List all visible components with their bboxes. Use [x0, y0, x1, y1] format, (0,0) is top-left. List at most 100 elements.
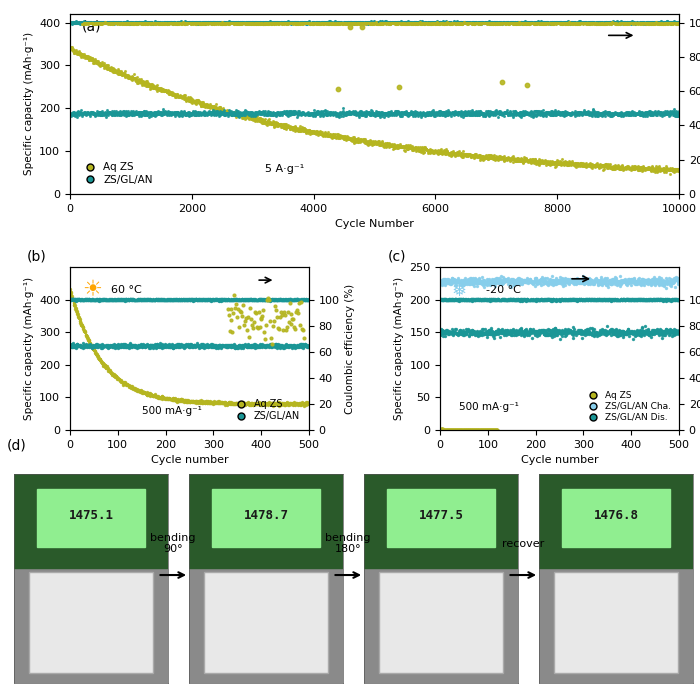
Point [176, 395, 187, 406]
Point [127, 339, 138, 351]
Point [302, 17, 314, 29]
Point [447, 327, 458, 338]
Point [557, 18, 568, 29]
Point [599, 17, 610, 29]
Point [592, 294, 603, 305]
Point [162, 340, 173, 351]
Point [552, 275, 564, 286]
Point [273, 118, 284, 130]
Point [525, 17, 536, 28]
Point [276, 293, 287, 305]
Point [449, 17, 460, 29]
Point [192, 397, 203, 408]
Point [66, 43, 78, 54]
Point [353, 17, 364, 29]
Point [458, 17, 469, 28]
Point [449, 424, 460, 436]
Point [650, 165, 661, 176]
Point [141, 389, 152, 400]
Point [636, 16, 647, 27]
Point [498, 17, 509, 28]
Point [156, 294, 167, 305]
Point [133, 75, 144, 86]
Point [279, 123, 290, 134]
Point [253, 114, 265, 125]
Point [450, 105, 461, 116]
Point [618, 294, 629, 305]
Point [421, 17, 433, 29]
Point [239, 17, 250, 29]
Point [589, 107, 600, 118]
Point [194, 17, 205, 29]
Point [576, 17, 587, 29]
Point [643, 18, 655, 29]
Point [519, 294, 530, 305]
Point [293, 294, 304, 305]
Point [103, 18, 114, 29]
Point [78, 323, 89, 335]
Point [140, 18, 151, 29]
Point [588, 277, 599, 289]
Point [211, 17, 223, 29]
Point [589, 105, 600, 116]
Point [648, 17, 659, 28]
Point [106, 340, 117, 351]
Point [638, 161, 649, 172]
Point [128, 109, 139, 121]
Point [101, 339, 112, 351]
Point [230, 397, 241, 408]
Point [434, 18, 445, 29]
Point [557, 273, 568, 284]
Point [342, 109, 354, 120]
Point [605, 277, 616, 289]
Point [393, 17, 405, 29]
Point [528, 107, 539, 118]
Point [85, 340, 96, 351]
Point [516, 155, 527, 167]
Point [592, 329, 603, 340]
Point [649, 327, 660, 338]
Point [92, 351, 104, 362]
Point [120, 17, 131, 29]
Point [516, 108, 527, 119]
Point [503, 277, 514, 289]
Point [656, 164, 667, 176]
Point [452, 17, 463, 29]
Point [300, 123, 311, 135]
Point [627, 293, 638, 305]
Point [410, 17, 421, 29]
Point [220, 339, 231, 350]
Point [385, 108, 396, 119]
Point [660, 18, 671, 29]
Point [489, 152, 500, 163]
Point [524, 17, 536, 29]
Point [213, 104, 224, 115]
Point [111, 294, 122, 305]
Point [582, 325, 593, 336]
Point [600, 105, 611, 116]
Point [375, 139, 386, 151]
Point [435, 17, 447, 29]
Point [536, 107, 547, 118]
Point [274, 293, 285, 305]
Point [246, 114, 258, 125]
Point [210, 17, 221, 29]
Point [608, 294, 619, 305]
Point [521, 294, 532, 305]
Point [223, 293, 234, 305]
Point [234, 340, 245, 351]
Point [529, 18, 540, 29]
Point [459, 273, 470, 284]
Point [485, 279, 496, 291]
Point [449, 17, 461, 29]
Point [573, 160, 584, 171]
Point [519, 16, 531, 27]
Point [480, 278, 491, 289]
Text: 1476.8: 1476.8 [594, 510, 638, 522]
Point [634, 17, 645, 29]
Point [250, 340, 261, 351]
Point [574, 18, 585, 29]
Point [588, 108, 599, 119]
Point [530, 295, 541, 306]
Point [605, 17, 616, 29]
